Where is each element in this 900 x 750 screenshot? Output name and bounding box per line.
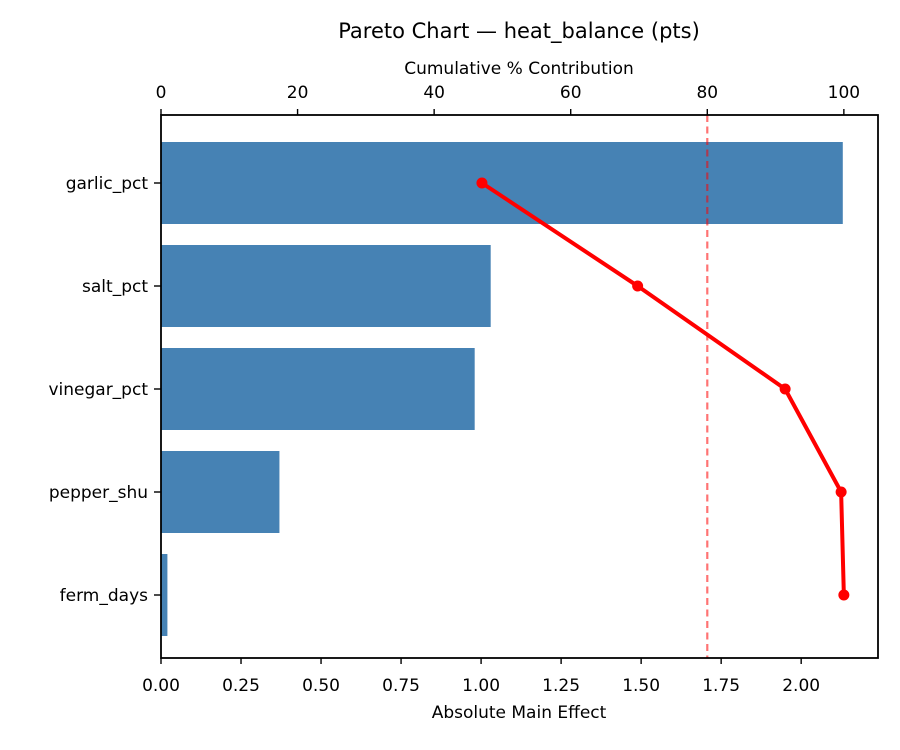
bar-garlic_pct: [161, 142, 843, 224]
bottom-tick-label-2.00: 2.00: [782, 676, 820, 696]
y-tick-label-ferm_days: ferm_days: [60, 586, 148, 606]
top-tick-label-100: 100: [828, 83, 860, 103]
axes-layer: 0 20 40 60 80 100 0.00 0.25 0.50 0.75 1.00 1.25 1.50…: [48, 83, 879, 696]
bar-vinegar_pct: [161, 348, 475, 430]
bottom-tick-label-0.75: 0.75: [382, 676, 420, 696]
bottom-tick-label-0.00: 0.00: [142, 676, 180, 696]
cumulative-line-layer: [476, 177, 850, 601]
cumulative-point-ferm_days: [838, 589, 850, 601]
bottom-tick-label-1.50: 1.50: [622, 676, 660, 696]
bar-salt_pct: [161, 245, 491, 327]
top-tick-label-80: 80: [696, 83, 718, 103]
bars-layer: [161, 142, 843, 636]
bar-ferm_days: [161, 554, 168, 636]
top-tick-label-40: 40: [423, 83, 445, 103]
plot-border: [160, 114, 879, 659]
cumulative-point-vinegar_pct: [779, 383, 791, 395]
y-tick-label-vinegar_pct: vinegar_pct: [48, 380, 148, 400]
bottom-tick-label-0.25: 0.25: [222, 676, 260, 696]
bottom-tick-label-1.00: 1.00: [462, 676, 500, 696]
cumulative-point-salt_pct: [632, 280, 644, 292]
top-tick-label-0: 0: [156, 83, 167, 103]
cumulative-point-garlic_pct: [476, 177, 488, 189]
y-tick-label-garlic_pct: garlic_pct: [66, 174, 149, 194]
bottom-tick-label-1.75: 1.75: [702, 676, 740, 696]
top-axis-label: Cumulative % Contribution: [404, 59, 634, 79]
chart-title: Pareto Chart — heat_balance (pts): [338, 19, 700, 44]
y-tick-label-salt_pct: salt_pct: [82, 277, 148, 297]
bottom-tick-label-0.50: 0.50: [302, 676, 340, 696]
y-tick-label-pepper_shu: pepper_shu: [49, 483, 148, 503]
bar-pepper_shu: [161, 451, 280, 533]
top-tick-label-20: 20: [287, 83, 309, 103]
bottom-tick-label-1.25: 1.25: [542, 676, 580, 696]
cumulative-point-pepper_shu: [835, 486, 847, 498]
bottom-axis-label: Absolute Main Effect: [432, 703, 607, 723]
top-tick-label-60: 60: [560, 83, 582, 103]
